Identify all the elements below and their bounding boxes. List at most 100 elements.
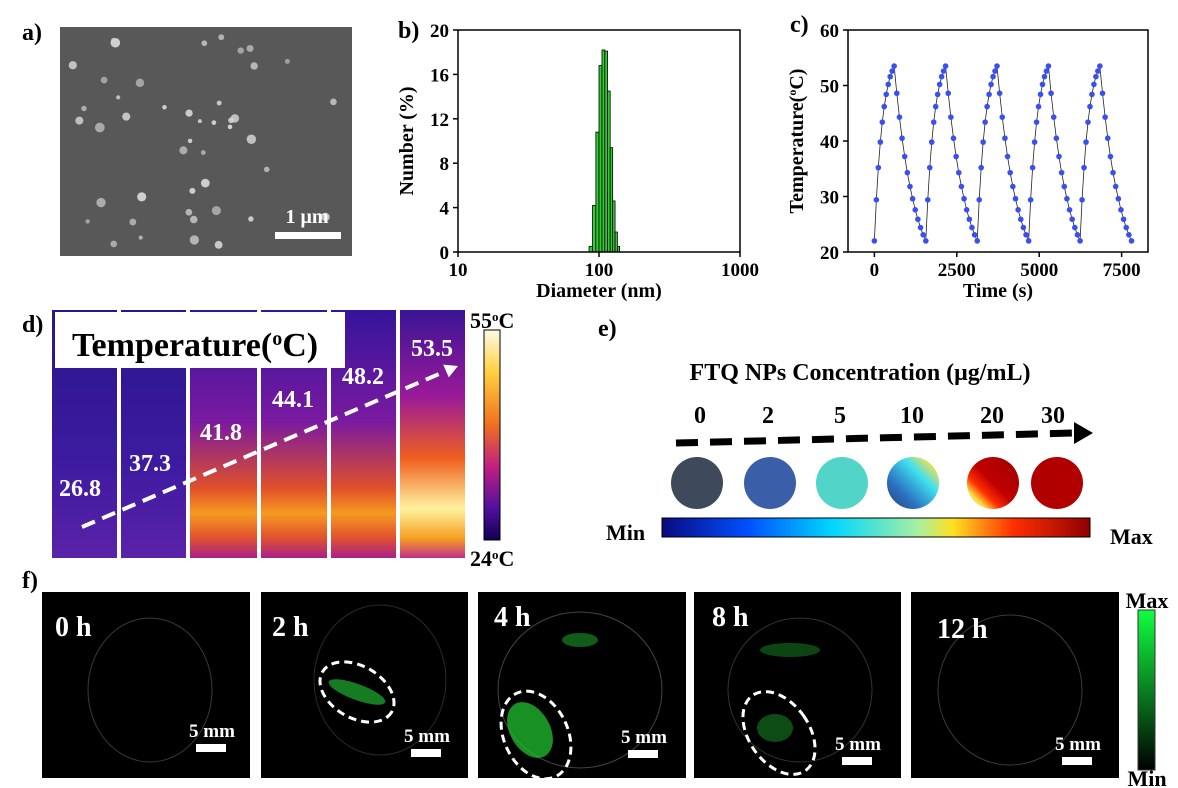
label-part: C [499, 546, 515, 571]
data-point [878, 139, 884, 145]
data-point [1108, 154, 1114, 160]
label-part: C) [786, 69, 808, 90]
histogram-bar [589, 246, 593, 252]
particle [247, 45, 254, 52]
temperature-reading: 41.8 [200, 420, 242, 446]
data-point [1075, 232, 1081, 238]
particle [122, 113, 130, 121]
data-point [902, 154, 908, 160]
concentration-label: 30 [1041, 403, 1065, 429]
data-point [1113, 184, 1119, 190]
x-tick-label: 5000 [1020, 260, 1058, 281]
data-point [931, 119, 937, 125]
y-tick-label: 12 [430, 110, 449, 131]
concentration-label: 10 [900, 403, 924, 429]
data-point [1116, 196, 1122, 202]
data-point [915, 216, 921, 222]
data-point [1023, 232, 1029, 238]
label-part: 24 [470, 546, 492, 571]
data-point [1093, 74, 1099, 80]
data-point [980, 139, 986, 145]
y-tick-label: 4 [440, 199, 450, 220]
data-point [986, 92, 992, 98]
data-point [874, 197, 880, 203]
x-tick-label: 0 [870, 260, 880, 281]
data-point [1030, 165, 1036, 171]
data-point [887, 74, 893, 80]
data-point [1048, 90, 1054, 96]
temperature-reading: 44.1 [272, 387, 314, 413]
x-tick-label: 7500 [1103, 260, 1141, 281]
data-point [1072, 225, 1078, 231]
y-tick-label: 30 [820, 188, 839, 209]
scale-bar [842, 757, 872, 765]
data-point [1002, 135, 1008, 141]
particle [116, 95, 120, 99]
data-point [929, 139, 935, 145]
data-point [1046, 63, 1052, 69]
histogram-bar [605, 51, 608, 252]
particle [129, 219, 136, 226]
data-point [925, 197, 931, 203]
data-point [1010, 184, 1016, 190]
particle [250, 62, 257, 69]
data-point [1105, 135, 1111, 141]
data-point [876, 165, 882, 171]
data-point [933, 104, 939, 110]
particle [218, 34, 224, 40]
panel-label: f) [22, 568, 38, 594]
panel-label: d) [22, 312, 43, 338]
particle [81, 106, 86, 111]
data-point [1015, 207, 1021, 213]
particle [136, 79, 144, 87]
label-part: C) [282, 327, 318, 364]
particle [201, 179, 210, 188]
scale-max-label: Max [1110, 524, 1153, 549]
data-point [982, 119, 988, 125]
data-point [1079, 197, 1085, 203]
fluorescence-signal [757, 714, 793, 742]
y-axis-label: Number (%) [396, 86, 418, 195]
scale-bar-label: 5 mm [621, 727, 667, 748]
data-point [1126, 232, 1132, 238]
data-point [1059, 170, 1065, 176]
scale-max-label: Max [1126, 588, 1169, 613]
time-label: 0 h [55, 612, 92, 643]
data-point [964, 207, 970, 213]
data-point [1044, 68, 1050, 74]
particle [162, 105, 166, 109]
particle [201, 40, 207, 46]
data-point [1069, 216, 1075, 222]
data-point [976, 197, 982, 203]
label-part: o [272, 328, 282, 350]
particle [247, 135, 256, 144]
data-point [1021, 225, 1027, 231]
data-point [1013, 196, 1019, 202]
particle [264, 167, 270, 173]
scale-max-label: 55oC [470, 308, 514, 333]
particle [189, 188, 195, 194]
data-point [1005, 154, 1011, 160]
x-tick-label: 100 [585, 260, 614, 281]
scale-bar-label: 5 mm [835, 734, 881, 755]
temperature-reading: 48.2 [342, 364, 384, 390]
time-label: 2 h [272, 612, 309, 643]
scale-bar-label: 1 μm [286, 206, 329, 228]
particle [228, 125, 233, 130]
data-point [1067, 207, 1073, 213]
sample-image [887, 457, 939, 509]
data-point [923, 238, 929, 244]
scale-bar [196, 744, 226, 752]
data-point [1085, 119, 1091, 125]
data-point [945, 90, 951, 96]
y-axis-label: Temperature(oC) [785, 69, 808, 214]
data-point [920, 232, 926, 238]
data-point [1056, 154, 1062, 160]
scale-bar [628, 750, 658, 758]
panel-label: a) [22, 20, 42, 46]
sample-image [744, 457, 796, 509]
data-point [967, 216, 973, 222]
data-point [1123, 225, 1129, 231]
histogram-bar [602, 50, 605, 252]
data-point [889, 68, 895, 74]
